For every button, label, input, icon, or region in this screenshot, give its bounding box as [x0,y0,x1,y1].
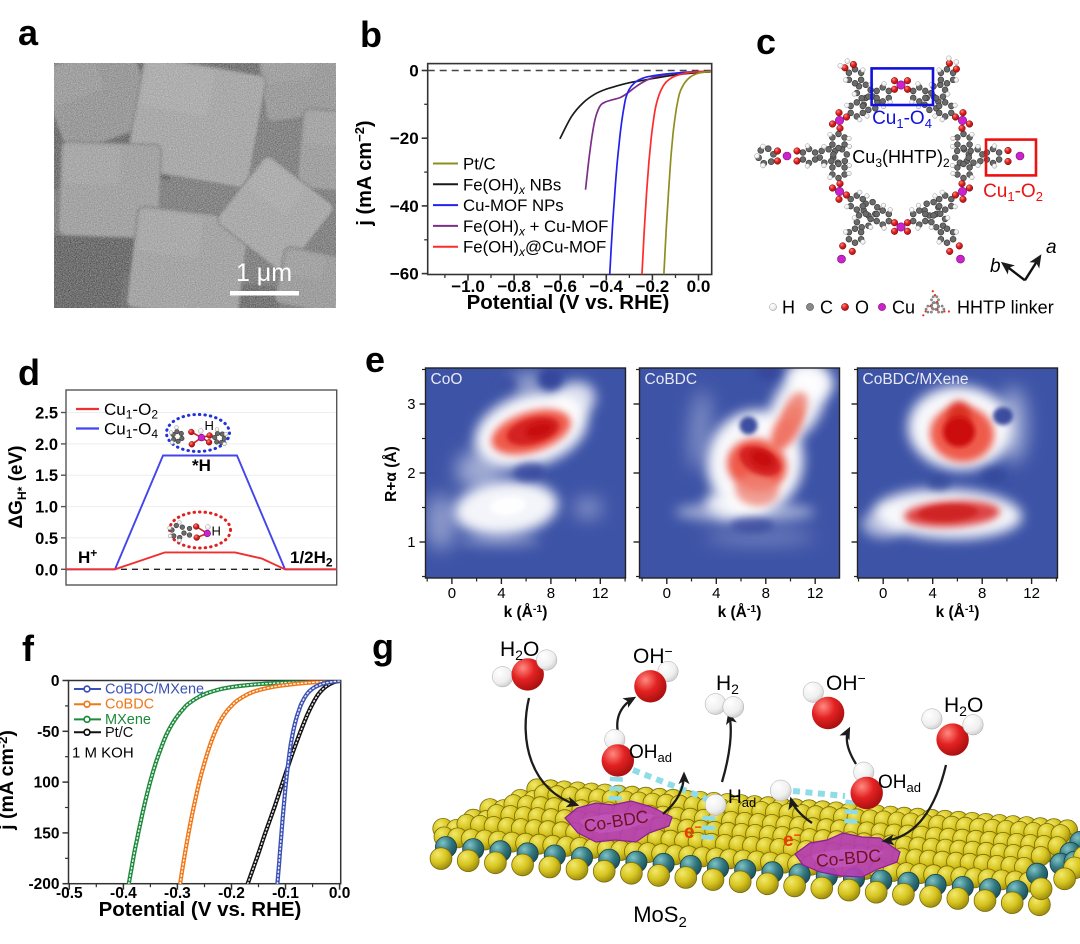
svg-text:2.5: 2.5 [35,405,58,423]
svg-text:1.0: 1.0 [35,499,58,517]
svg-text:0: 0 [409,62,418,81]
svg-text:*H: *H [192,456,211,475]
svg-text:f: f [22,628,35,669]
svg-text:HHTP linker: HHTP linker [957,298,1054,318]
svg-text:4: 4 [497,585,505,602]
svg-text:ΔGH* (eV): ΔGH* (eV) [6,446,29,529]
svg-text:CoBDC: CoBDC [645,371,698,388]
svg-text:8: 8 [762,585,770,602]
svg-text:Fe(OH)x + Cu-MOF: Fe(OH)x + Cu-MOF [463,217,608,239]
svg-text:4: 4 [929,585,937,602]
svg-text:CoO: CoO [431,371,463,388]
svg-text:1 M KOH: 1 M KOH [72,745,134,762]
svg-text:a: a [1046,237,1057,258]
svg-text:CoBDC: CoBDC [105,697,154,713]
svg-text:O: O [855,298,869,318]
svg-text:−20: −20 [390,129,419,148]
svg-text:Cu: Cu [892,298,915,318]
svg-text:0: 0 [448,585,456,602]
svg-text:0: 0 [879,585,887,602]
svg-text:150: 150 [34,825,60,842]
svg-text:Cu3(HHTP)2: Cu3(HHTP)2 [852,147,950,170]
svg-text:e: e [365,339,385,380]
svg-text:H: H [205,418,214,433]
svg-text:0.0: 0.0 [35,561,58,579]
svg-text:H: H [782,298,795,318]
svg-text:Cu-MOF NPs: Cu-MOF NPs [463,196,564,215]
svg-text:a: a [18,12,39,53]
svg-text:2: 2 [407,466,415,482]
svg-text:−60: −60 [390,265,419,284]
svg-text:b: b [360,14,382,55]
svg-text:Potential (V vs. RHE): Potential (V vs. RHE) [467,291,670,314]
svg-text:1: 1 [407,535,415,551]
svg-text:1.5: 1.5 [35,467,58,485]
svg-text:-0.5: -0.5 [56,885,83,902]
svg-text:12: 12 [592,585,609,602]
svg-text:g: g [372,626,394,667]
svg-text:4: 4 [712,585,720,602]
svg-text:100: 100 [34,775,60,792]
svg-text:-200: -200 [28,876,59,893]
svg-text:Potential (V vs. RHE): Potential (V vs. RHE) [99,898,302,921]
svg-text:0.0: 0.0 [687,277,711,296]
svg-text:c: c [756,21,776,62]
svg-text:1 μm: 1 μm [236,259,292,287]
svg-text:CoBDC/MXene: CoBDC/MXene [863,371,969,388]
svg-text:8: 8 [978,585,986,602]
svg-text:Pt/C: Pt/C [463,155,496,174]
svg-text:Fe(OH)x@Cu-MOF: Fe(OH)x@Cu-MOF [463,238,606,260]
svg-text:Fe(OH)x NBs: Fe(OH)x NBs [463,175,561,197]
svg-text:12: 12 [1023,585,1040,602]
svg-text:H: H [212,524,221,539]
svg-text:R+α (Å): R+α (Å) [383,446,400,502]
svg-text:0: 0 [51,673,60,690]
svg-text:-50: -50 [37,724,59,741]
svg-text:−40: −40 [390,197,419,216]
svg-text:C: C [820,298,833,318]
svg-text:8: 8 [547,585,555,602]
svg-text:0: 0 [663,585,671,602]
svg-text:3: 3 [407,397,415,413]
svg-text:0.0: 0.0 [329,885,351,902]
svg-text:Pt/C: Pt/C [105,725,133,741]
svg-text:b: b [990,256,1001,277]
svg-text:2.0: 2.0 [35,436,58,454]
svg-text:12: 12 [807,585,824,602]
svg-text:0.5: 0.5 [35,530,58,548]
svg-text:d: d [18,352,40,393]
svg-text:CoBDC/MXene: CoBDC/MXene [105,682,204,698]
